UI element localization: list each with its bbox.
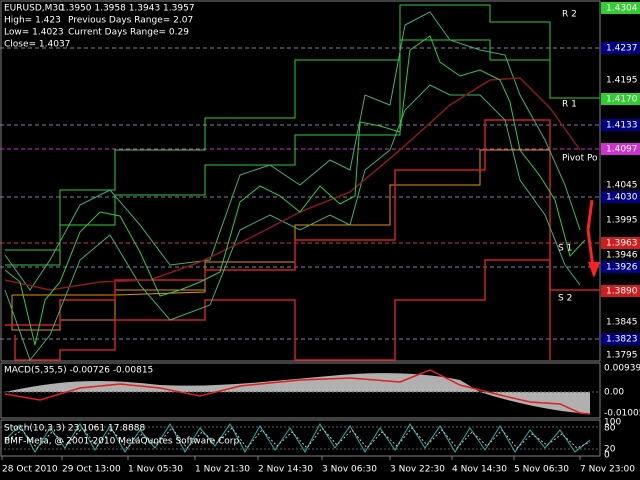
price-box-label: 1.3963: [606, 239, 638, 249]
time-label: 3 Nov 06:30: [322, 465, 377, 475]
price-box: [601, 93, 640, 105]
price-box-label: 1.4237: [606, 44, 638, 54]
stat: Low= 1.4023: [4, 28, 64, 38]
level-label: Pivot Po: [562, 154, 598, 164]
price-box: [601, 285, 640, 297]
price-box-label: 1.4030: [606, 193, 638, 203]
price-label: 1.3795: [606, 351, 638, 361]
price-box: [601, 119, 640, 131]
price-box-label: 1.4170: [606, 95, 638, 105]
level-label: R 2: [562, 10, 577, 20]
stoch-axis: 80: [604, 424, 616, 434]
level-label: R 1: [562, 100, 577, 110]
arrow-head: [588, 262, 600, 278]
price-box-label: 1.3823: [606, 335, 638, 345]
range: Previous Days Range= 2.07: [68, 16, 193, 26]
time-label: 1 Nov 05:30: [128, 465, 183, 475]
time-label: 1 Nov 21:30: [195, 465, 250, 475]
price-label: 1.3845: [606, 318, 638, 328]
stat: High= 1.423: [4, 16, 61, 26]
macd-signal: [4, 369, 591, 415]
r2-steps: [5, 4, 551, 251]
bb-lower: [4, 84, 581, 362]
stoch-main: [4, 423, 591, 454]
time-label: 7 Nov 23:00: [580, 465, 635, 475]
s2-steps: [14, 259, 600, 361]
macd-histogram: [5, 373, 590, 414]
ohlc: 1.3950 1.3958 1.3943 1.3957: [60, 4, 195, 14]
price-box: [601, 143, 640, 155]
decor: [0, 0, 601, 457]
price-box-label: 1.3890: [606, 287, 638, 297]
price-box-label: 1.4304: [606, 4, 638, 14]
price-box: [601, 2, 640, 14]
stoch-signal: [4, 427, 591, 449]
macd-axis: 0.00939: [604, 364, 640, 374]
price-box: [601, 333, 640, 345]
price-box: [601, 261, 640, 273]
price-label: 1.4195: [606, 76, 638, 86]
stoch-frame: [0, 419, 601, 457]
price-box-label: 1.4097: [606, 145, 638, 155]
time-label: 28 Oct 2010: [2, 465, 58, 475]
macd-label: MACD(5,35,5) -0.00726 -0.00815: [4, 366, 153, 376]
price-box-label: 1.3926: [606, 263, 638, 273]
range: Current Days Range= 0.29: [68, 28, 189, 38]
time-label: 3 Nov 22:30: [390, 465, 445, 475]
stoch-label: Stoch(10,3,3) 23.1061 17.8888: [4, 424, 145, 434]
stat: Close= 1.4037: [4, 40, 70, 50]
time-label: 29 Oct 13:00: [62, 465, 121, 475]
time-label: 4 Nov 14:30: [452, 465, 507, 475]
pivot2: [12, 261, 295, 296]
price-box-label: 1.4133: [606, 121, 638, 131]
time-label: 2 Nov 14:30: [258, 465, 313, 475]
stoch-axis: 20: [604, 445, 616, 455]
moving-average: [4, 77, 581, 291]
price-label: 1.3946: [606, 251, 638, 261]
bb-upper: [4, 11, 581, 291]
price-label: 1.4045: [606, 181, 638, 191]
price-box: [601, 42, 640, 54]
level-label: S 2: [558, 294, 572, 304]
stoch-axis: 0: [604, 451, 610, 461]
symbol: EURUSD,M30: [4, 4, 64, 14]
s1-steps: [5, 119, 551, 360]
arrow: [586, 199, 596, 276]
level-label: S 1: [558, 244, 572, 254]
stoch-axis: 100: [604, 418, 621, 428]
macd-frame: [0, 362, 601, 419]
price-line: [4, 35, 586, 346]
copyright: BMF-Meta, @ 2001-2010 MetaQuotes Softwar…: [4, 437, 242, 447]
price-label: 1.3995: [606, 216, 638, 226]
macd-axis: 0.00: [604, 388, 624, 398]
macd-axis: -0.01005: [604, 409, 640, 419]
price-box: [601, 237, 640, 249]
price-box: [601, 191, 640, 203]
main-frame: [0, 0, 601, 362]
time-label: 5 Nov 06:30: [514, 465, 569, 475]
